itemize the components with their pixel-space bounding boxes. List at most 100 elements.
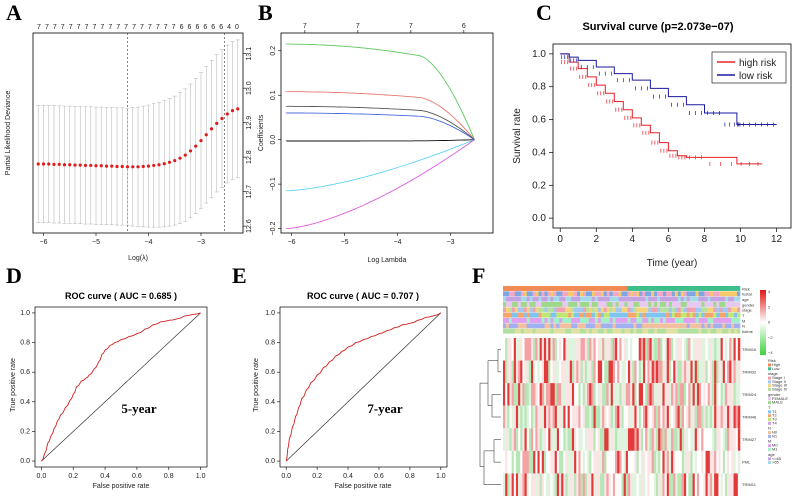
- f-heatmap-cell: [681, 473, 685, 496]
- f-heatmap-cell: [735, 428, 739, 451]
- f-heatmap-cell: [584, 450, 588, 474]
- c-xtick-label: 6: [666, 234, 672, 245]
- f-annotation-cell: [541, 318, 545, 323]
- f-heatmap-cell: [587, 428, 590, 451]
- f-heatmap-cell: [513, 473, 517, 496]
- f-legend-entry: T3: [772, 417, 777, 422]
- f-annotation-cell: [621, 291, 625, 297]
- f-heatmap-cell: [681, 383, 685, 406]
- f-annotation-cell: [526, 312, 530, 318]
- f-heatmap-cell: [701, 450, 704, 474]
- f-heatmap-cell: [686, 473, 689, 496]
- f-heatmap-cell: [703, 383, 706, 406]
- f-annotation-cell: [568, 296, 572, 302]
- panel-c-frame: [552, 43, 792, 229]
- f-annotation-cell: [603, 318, 607, 323]
- f-heatmap-cell: [561, 473, 564, 496]
- f-heatmap-cell: [658, 360, 661, 384]
- f-heatmap-cell: [595, 428, 599, 451]
- f-heatmap-cell: [565, 383, 568, 406]
- f-annotation-cell: [654, 286, 658, 291]
- f-annotation-cell: [719, 291, 723, 297]
- f-annotation-cell: [514, 318, 519, 323]
- f-heatmap-cell: [563, 383, 566, 406]
- f-annotation-cell: [716, 302, 720, 307]
- f-heatmap-cell: [729, 360, 732, 384]
- f-annotation-cell: [636, 286, 640, 291]
- f-heatmap-cell: [677, 338, 680, 361]
- f-heatmap-cell: [587, 338, 590, 361]
- f-annotation-cell: [585, 296, 590, 302]
- f-heatmap-cell: [703, 450, 706, 474]
- f-heatmap-cell: [531, 338, 534, 361]
- panel-f-marks: RiskfustatagegenderstageTMNfutimeTRIM16T…: [479, 286, 788, 496]
- f-annotation-cell: [683, 286, 687, 291]
- f-annotation-cell: [713, 318, 717, 323]
- f-annotation-cell: [707, 286, 711, 291]
- f-heatmap-cell: [563, 473, 566, 496]
- f-annotation-cell: [618, 323, 622, 329]
- b-ytick-label: −0.2: [270, 222, 277, 236]
- f-annotation-cell: [588, 312, 593, 318]
- f-heatmap-cell: [649, 473, 652, 496]
- f-legend-entry: T1: [772, 409, 777, 414]
- a-point: [83, 163, 88, 168]
- f-heatmap-cell: [569, 428, 573, 451]
- f-heatmap-cell: [714, 473, 717, 496]
- f-annotation-cell: [585, 291, 590, 297]
- f-heatmap-cell: [533, 450, 536, 474]
- f-annotation-cell: [648, 318, 652, 323]
- f-heatmap-cell: [724, 473, 728, 496]
- f-annotation-cell: [671, 302, 676, 307]
- f-annotation-cell: [503, 302, 507, 307]
- f-annotation-cell: [630, 328, 634, 334]
- f-heatmap-cell: [701, 360, 704, 384]
- b-top-label: 7: [409, 23, 413, 30]
- f-annotation-cell: [520, 307, 525, 313]
- f-heatmap-cell: [599, 450, 603, 474]
- f-heatmap-cell: [662, 473, 665, 496]
- f-heatmap-cell: [503, 360, 506, 384]
- f-heatmap-cell: [692, 428, 696, 451]
- f-heatmap-cell: [552, 338, 556, 361]
- f-colorbar-label: 0: [768, 320, 771, 325]
- f-annotation-cell: [585, 312, 590, 318]
- f-heatmap-cell: [569, 405, 573, 429]
- f-heatmap-cell: [574, 450, 577, 474]
- f-heatmap-cell: [711, 338, 715, 361]
- f-annotation-cell: [636, 291, 640, 297]
- f-heatmap-cell: [522, 428, 525, 451]
- f-heatmap-cell: [604, 428, 607, 451]
- f-annotation-cell: [651, 328, 655, 334]
- f-heatmap-cell: [675, 450, 678, 474]
- f-annotation-cell: [556, 323, 560, 329]
- f-heatmap-cell: [729, 473, 732, 496]
- f-heatmap-cell: [593, 405, 596, 429]
- panel-letter-f: F: [472, 263, 485, 288]
- f-heatmap-cell: [701, 428, 704, 451]
- f-heatmap-cell: [563, 360, 566, 384]
- f-annotation-cell: [535, 307, 539, 313]
- f-legend-swatch: [768, 414, 771, 418]
- f-heatmap-cell: [612, 450, 616, 474]
- d-xtick-label: 0.2: [68, 473, 78, 480]
- f-heatmap-cell: [511, 450, 515, 474]
- f-annotation-cell: [728, 296, 732, 302]
- a-point: [136, 165, 140, 169]
- f-heatmap-cell: [625, 450, 629, 474]
- f-annotation-cell: [582, 291, 587, 297]
- f-annotation-cell: [594, 291, 599, 297]
- f-annotation-cell: [606, 323, 610, 329]
- f-heatmap-cell: [703, 428, 706, 451]
- f-heatmap-cell: [722, 383, 726, 406]
- f-annotation-cell: [529, 291, 533, 297]
- f-annotation-cell: [710, 318, 714, 323]
- f-heatmap-cell: [727, 338, 730, 361]
- f-heatmap-cell: [612, 360, 616, 384]
- f-annotation-cell: [505, 296, 510, 302]
- f-heatmap-cell: [643, 338, 646, 361]
- f-annotation-cell: [517, 286, 522, 291]
- f-heatmap-cell: [563, 450, 566, 474]
- f-annotation-cell: [523, 307, 527, 313]
- f-heatmap-cell: [677, 428, 680, 451]
